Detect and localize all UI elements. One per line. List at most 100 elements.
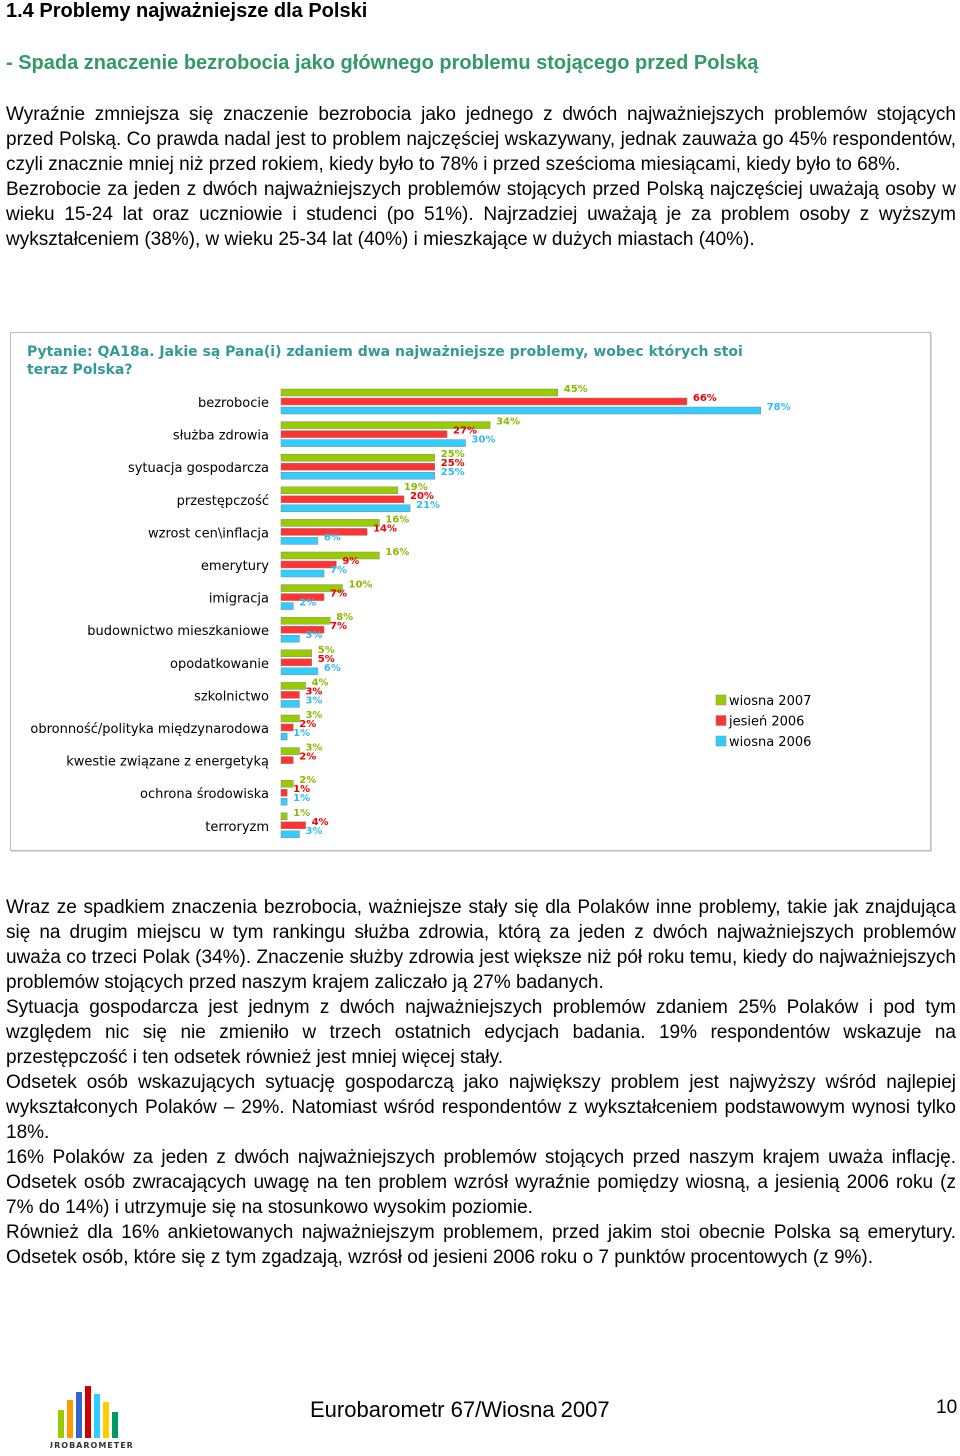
bar	[280, 700, 300, 708]
value-label: 7%	[330, 589, 347, 600]
bar	[280, 779, 294, 788]
category-label: bezrobocie	[198, 396, 269, 411]
paragraph: Wraz ze spadkiem znaczenia bezrobocia, w…	[6, 897, 956, 993]
bar	[280, 667, 319, 676]
value-label: 66%	[693, 393, 717, 404]
bar	[280, 421, 491, 429]
value-label: 25%	[441, 467, 465, 478]
value-label: 3%	[305, 630, 322, 641]
bar	[280, 569, 325, 578]
value-label: 3%	[305, 743, 322, 754]
category-label: ochrona środowiska	[140, 787, 269, 802]
bar	[280, 537, 319, 545]
category-label: opodatkowanie	[170, 657, 269, 672]
category-label: obronność/polityka międzynarodowa	[30, 722, 269, 737]
bar	[280, 634, 300, 643]
value-label: 45%	[564, 384, 588, 395]
value-label: 9%	[342, 556, 359, 567]
legend-label: wiosna 2007	[729, 694, 811, 709]
value-label: 7%	[330, 565, 347, 576]
value-label: 1%	[293, 784, 310, 795]
value-label: 14%	[373, 523, 397, 534]
bar	[280, 658, 312, 667]
bar	[280, 682, 306, 690]
paragraph: Również dla 16% ankietowanych najważniej…	[6, 1222, 956, 1268]
paragraph: Odsetek osób wskazujących sytuację gospo…	[6, 1072, 956, 1143]
paragraph: Bezrobocie za jeden z dwóch najważniejsz…	[6, 179, 956, 250]
bar	[280, 462, 435, 471]
question-wrap: Pytanie: QA18a. Jakie są Pana(i) zdaniem…	[27, 344, 743, 378]
section-title: 1.4 Problemy najważniejsze dla Polski	[6, 0, 368, 22]
value-label: 7%	[330, 621, 347, 632]
category-label: kwestie związane z energetyką	[66, 755, 269, 770]
bar	[280, 625, 325, 634]
bar	[280, 551, 380, 560]
value-label: 5%	[318, 645, 335, 656]
bar	[280, 756, 294, 764]
value-label: 27%	[453, 426, 477, 437]
logo: EUROBAROMETER	[50, 1386, 133, 1450]
value-label: 10%	[349, 580, 373, 591]
subtitle: - Spada znaczenie bezrobocia jako główne…	[6, 52, 759, 74]
value-label: 2%	[299, 719, 316, 730]
value-label: 8%	[336, 612, 353, 623]
legend-swatch	[715, 694, 727, 706]
value-label: 16%	[385, 514, 409, 525]
bar	[280, 649, 312, 658]
logo-bar	[67, 1400, 73, 1438]
value-label: 34%	[496, 417, 520, 428]
value-label: 3%	[305, 826, 322, 837]
value-label: 4%	[312, 677, 329, 688]
value-label: 1%	[293, 793, 310, 804]
body: Wraz ze spadkiem znaczenia bezrobocia, w…	[6, 895, 956, 1270]
category-label: szkolnictwo	[194, 689, 269, 704]
value-label: 3%	[305, 695, 322, 706]
logo-bar	[58, 1410, 64, 1438]
value-label: 3%	[305, 686, 322, 697]
bar	[280, 616, 331, 625]
bar	[280, 439, 466, 447]
bar	[280, 821, 306, 830]
bar	[280, 593, 325, 601]
chart-box: Pytanie: QA18a. Jakie są Pana(i) zdaniem…	[10, 332, 931, 851]
value-label: 21%	[416, 500, 440, 511]
value-label: 5%	[318, 654, 335, 665]
bar	[280, 584, 343, 592]
bar	[280, 495, 405, 504]
bar	[280, 830, 300, 839]
value-label: 20%	[410, 491, 434, 502]
category-label: emerytury	[201, 559, 269, 574]
category-label: wzrost cen\inflacja	[148, 526, 269, 541]
value-label: 6%	[324, 663, 341, 674]
bar	[280, 486, 399, 495]
category-label: terroryzm	[205, 820, 269, 835]
bar	[280, 560, 337, 569]
bar	[280, 797, 288, 806]
logo-bar	[76, 1392, 82, 1438]
value-label: 4%	[312, 817, 329, 828]
bar	[280, 812, 288, 821]
value-label: 30%	[472, 435, 496, 446]
bar	[280, 732, 288, 741]
bar	[280, 471, 435, 480]
category-label: przestępczość	[177, 494, 269, 509]
category-label: imigracja	[209, 592, 269, 607]
bar	[280, 453, 435, 462]
legend-swatch	[715, 715, 727, 726]
bar	[280, 723, 294, 732]
value-label: 2%	[299, 775, 316, 786]
value-label: 3%	[305, 710, 322, 721]
logo-bar	[85, 1386, 91, 1438]
logo-bar	[94, 1394, 100, 1438]
value-label: 6%	[324, 532, 341, 543]
bar	[280, 519, 380, 527]
value-label: 1%	[293, 808, 310, 819]
bar	[280, 388, 558, 397]
legend-swatch	[715, 735, 727, 747]
value-label: 19%	[404, 482, 428, 493]
category-label: budownictwo mieszkaniowe	[87, 624, 269, 639]
legend-label: wiosna 2006	[729, 735, 811, 750]
value-label: 1%	[293, 728, 310, 739]
logo-bar	[103, 1402, 109, 1438]
paragraph: Wyraźnie zmniejsza się znaczenie bezrobo…	[6, 104, 956, 175]
